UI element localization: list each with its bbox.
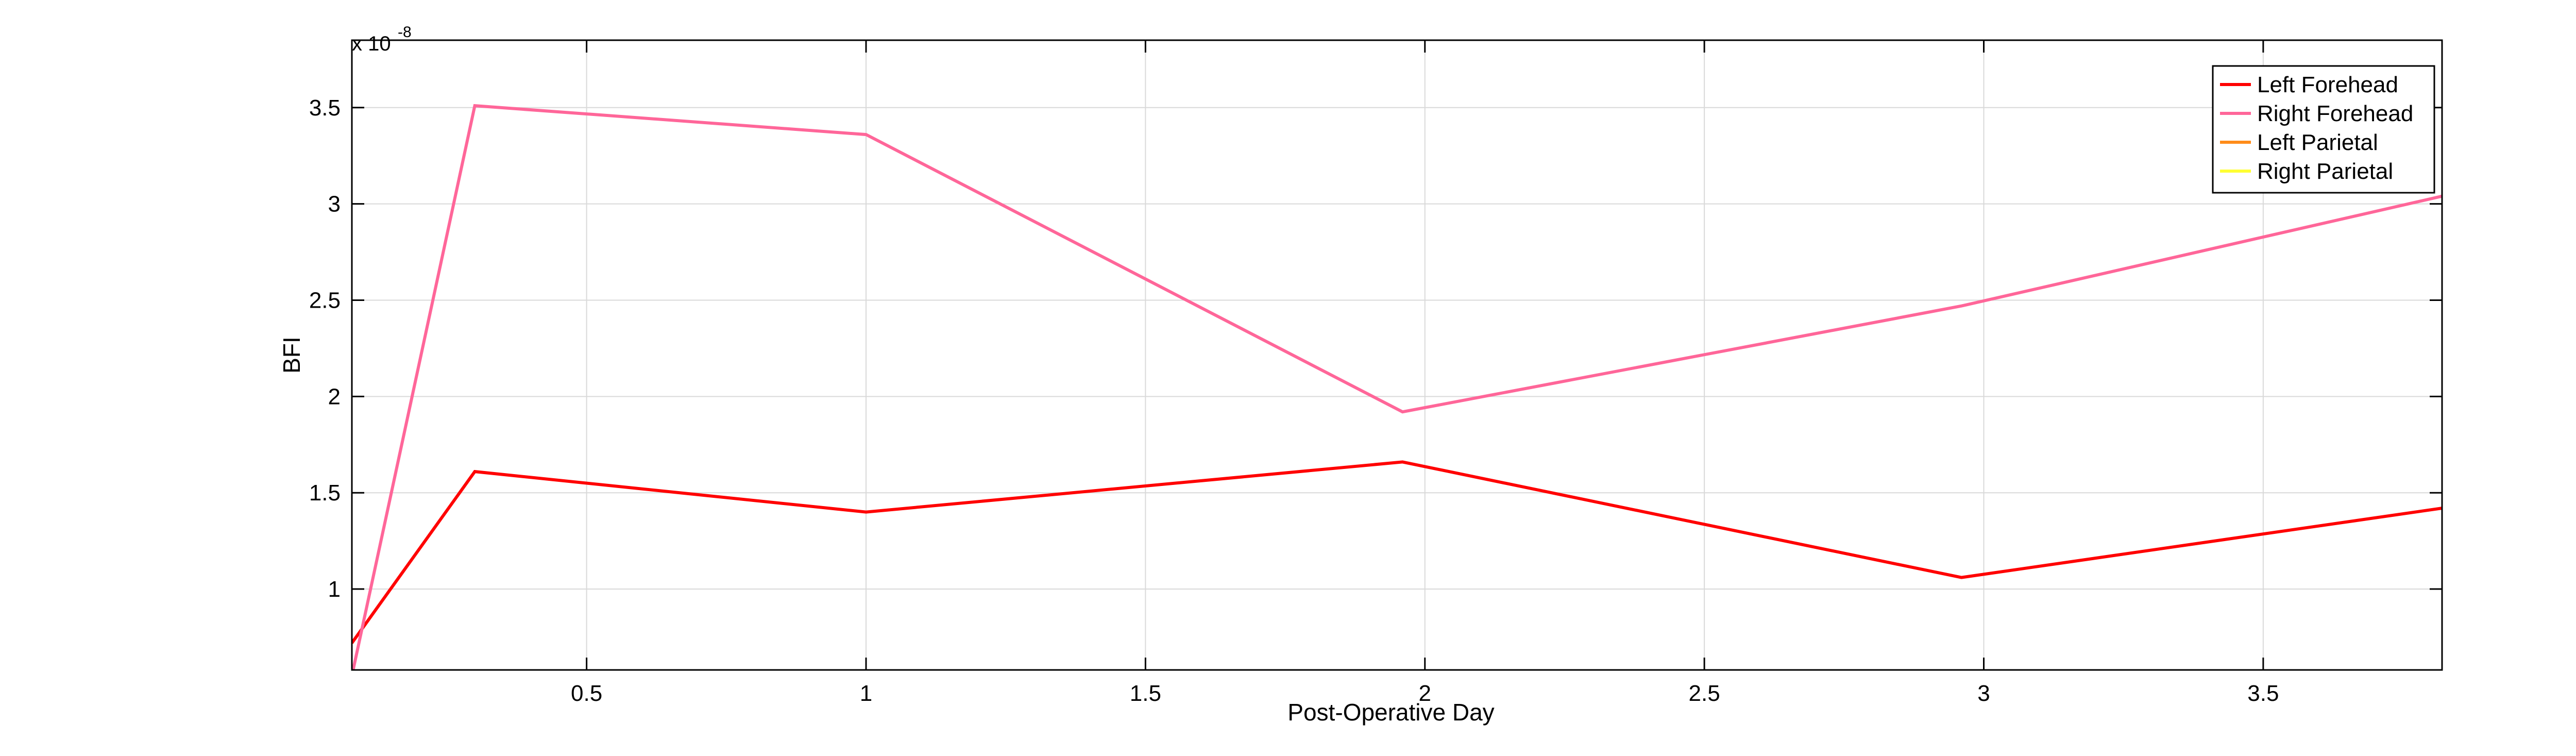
y-tick-label: 3 (328, 192, 341, 217)
x-tick-label: 2 (1418, 681, 1431, 706)
series-line-left-forehead (352, 460, 2442, 644)
grid (352, 40, 2442, 670)
x-tick-label: 1 (860, 681, 872, 706)
y-tick-label: 2.5 (309, 288, 341, 313)
x-tick-label: 2.5 (1689, 681, 1720, 706)
legend-entry-label: Left Forehead (2257, 72, 2398, 97)
axis-ticks: 0.5 1 1.5 2 2.5 3 3.5 1 1.5 2 2.5 3 3.5 (309, 40, 2442, 706)
series-lines (352, 104, 2442, 670)
y-tick-label: 1 (328, 577, 341, 602)
y-multiplier-base: x 10 (352, 32, 391, 55)
y-multiplier-label: x 10 -8 (352, 24, 412, 55)
y-tick-label: 2 (328, 384, 341, 409)
y-multiplier-exponent: -8 (398, 24, 412, 41)
y-axis-label: BFI (278, 337, 305, 374)
legend: Left Forehead Right Forehead Left Parietal… (2212, 65, 2435, 194)
x-axis-label: Post-Operative Day (1287, 699, 1494, 726)
series-line-right-forehead (352, 104, 2442, 670)
y-tick-label: 1.5 (309, 480, 341, 506)
x-tick-label: 3 (1977, 681, 1990, 706)
legend-entry-label: Right Parietal (2257, 159, 2393, 184)
x-tick-label: 3.5 (2247, 681, 2279, 706)
x-tick-label: 0.5 (571, 681, 602, 706)
legend-entry-label: Right Forehead (2257, 101, 2413, 126)
plot-frame (351, 39, 2443, 671)
y-tick-label: 3.5 (309, 95, 341, 121)
legend-entry-label: Left Parietal (2257, 130, 2378, 155)
x-tick-label: 1.5 (1130, 681, 1161, 706)
